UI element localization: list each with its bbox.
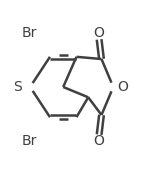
Text: O: O: [93, 134, 104, 148]
Text: Br: Br: [21, 135, 37, 148]
Text: O: O: [93, 26, 104, 40]
Text: O: O: [118, 80, 129, 94]
Text: S: S: [13, 80, 22, 94]
Text: Br: Br: [21, 26, 37, 39]
